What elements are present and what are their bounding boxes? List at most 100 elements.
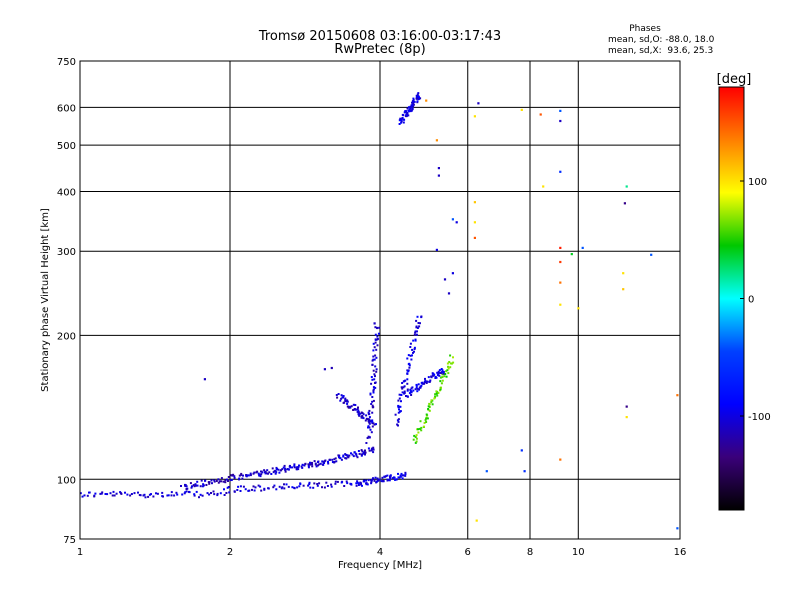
echo-trace-point bbox=[297, 468, 300, 471]
echo-trace-point bbox=[348, 454, 351, 457]
echo-trace-point bbox=[342, 454, 345, 457]
echo-trace-point bbox=[326, 485, 329, 487]
echo-trace-point bbox=[338, 456, 340, 458]
echo-trace-point bbox=[360, 454, 363, 457]
echo-trace-point bbox=[286, 468, 289, 470]
echo-trace-point bbox=[129, 494, 132, 497]
echo-trace-point bbox=[372, 448, 375, 451]
echo-trace-point bbox=[350, 405, 353, 408]
echo-trace-point bbox=[412, 389, 415, 392]
echo-point bbox=[435, 139, 438, 142]
echo-trace-point bbox=[368, 449, 371, 452]
echo-trace-point bbox=[208, 493, 211, 496]
echo-trace-point bbox=[430, 399, 433, 402]
echo-trace-point bbox=[293, 487, 296, 490]
echo-trace-point bbox=[397, 420, 400, 423]
echo-trace-point bbox=[189, 482, 192, 485]
echo-trace-point bbox=[376, 327, 379, 330]
echo-trace-point bbox=[183, 492, 186, 495]
echo-trace-point bbox=[195, 490, 198, 493]
echo-trace-point bbox=[416, 390, 419, 393]
echo-point bbox=[203, 378, 206, 381]
echo-trace-point bbox=[420, 315, 423, 318]
echo-point bbox=[676, 394, 679, 397]
echo-trace-point bbox=[312, 486, 315, 489]
stats-line-x: mean, sd,X: 93.6, 25.3 bbox=[608, 46, 713, 56]
echo-trace-point bbox=[344, 398, 347, 401]
echo-trace-point bbox=[372, 355, 375, 358]
echo-trace-point bbox=[222, 480, 225, 483]
echo-trace-point bbox=[223, 494, 226, 496]
echo-trace-point bbox=[406, 378, 409, 381]
echo-trace-point bbox=[422, 425, 425, 428]
echo-trace-point bbox=[338, 454, 341, 457]
echo-trace-point bbox=[449, 362, 452, 365]
echo-trace-point bbox=[419, 420, 422, 423]
echo-trace-point bbox=[340, 394, 343, 397]
echo-point bbox=[676, 527, 679, 530]
x-tick-label: 4 bbox=[377, 547, 383, 558]
echo-trace-point bbox=[357, 450, 360, 452]
echo-trace-point bbox=[410, 105, 413, 108]
echo-trace-point bbox=[415, 383, 418, 386]
echo-trace-point bbox=[330, 485, 333, 488]
echo-trace-point bbox=[411, 101, 413, 104]
echo-trace-point bbox=[397, 472, 399, 475]
echo-trace-point bbox=[425, 382, 428, 384]
echo-point bbox=[520, 108, 523, 111]
echo-trace-point bbox=[368, 409, 371, 412]
echo-trace-point bbox=[280, 469, 283, 472]
echo-trace-point bbox=[428, 380, 431, 383]
echo-trace-point bbox=[404, 474, 407, 477]
echo-trace-point bbox=[230, 479, 233, 481]
echo-trace-point bbox=[419, 385, 422, 388]
echo-trace-point bbox=[241, 477, 244, 480]
echo-trace-point bbox=[376, 477, 379, 480]
echo-trace-point bbox=[208, 481, 211, 484]
echo-trace-point bbox=[389, 475, 392, 478]
y-tick-label: 300 bbox=[57, 247, 76, 258]
echo-trace-point bbox=[346, 454, 349, 457]
echo-point bbox=[473, 115, 476, 118]
echo-trace-point bbox=[210, 479, 213, 482]
echo-trace-point bbox=[370, 403, 373, 405]
echo-trace-point bbox=[144, 496, 147, 499]
echo-trace-point bbox=[271, 467, 274, 470]
echo-trace-point bbox=[427, 405, 430, 408]
echo-trace-point bbox=[421, 381, 424, 384]
echo-trace-point bbox=[293, 465, 296, 467]
echo-trace-point bbox=[416, 387, 419, 390]
echo-trace-point bbox=[366, 437, 369, 439]
echo-trace-point bbox=[331, 461, 334, 463]
y-tick-label: 75 bbox=[63, 535, 76, 546]
echo-trace-point bbox=[427, 408, 430, 410]
echo-trace-point bbox=[278, 485, 281, 488]
echo-trace-point bbox=[268, 471, 271, 474]
echo-trace-point bbox=[263, 471, 266, 474]
echo-trace-point bbox=[398, 393, 401, 396]
echo-trace-point bbox=[334, 482, 337, 485]
echo-trace-point bbox=[435, 390, 438, 393]
echo-trace-point bbox=[344, 397, 347, 400]
echo-trace-point bbox=[450, 362, 453, 365]
echo-trace-point bbox=[421, 382, 424, 385]
chart-subtitle: RwPretec (8p) bbox=[334, 42, 425, 57]
echo-trace-point bbox=[263, 488, 266, 491]
echo-trace-point bbox=[372, 446, 375, 449]
echo-trace-point bbox=[83, 494, 86, 497]
echo-trace-point bbox=[407, 370, 410, 373]
echo-trace-point bbox=[233, 475, 236, 478]
echo-trace-point bbox=[263, 469, 266, 472]
echo-trace-point bbox=[362, 413, 365, 416]
echo-trace-point bbox=[307, 466, 310, 469]
echo-trace-point bbox=[430, 401, 433, 404]
echo-trace-point bbox=[440, 368, 443, 370]
echo-trace-point bbox=[367, 420, 370, 423]
colorbar-tick-label: 100 bbox=[748, 177, 767, 188]
echo-trace-point bbox=[181, 493, 184, 496]
echo-point bbox=[622, 272, 625, 275]
echo-trace-point bbox=[364, 451, 367, 454]
echo-trace-point bbox=[289, 466, 292, 469]
echo-trace-point bbox=[213, 493, 216, 496]
echo-trace-point bbox=[402, 121, 405, 124]
